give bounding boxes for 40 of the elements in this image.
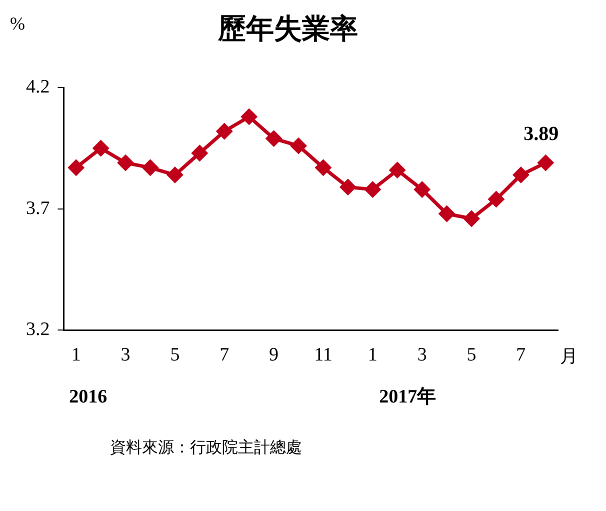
point [167, 167, 183, 183]
text: 2017年 [379, 386, 436, 408]
x-tick-label: 11 [314, 344, 332, 366]
x-tick-label: 1 [368, 344, 378, 366]
x-tick-label: 5 [170, 344, 180, 366]
y-tick-label: 4.2 [26, 76, 50, 98]
chart-title: 歷年失業率 [217, 13, 358, 46]
point [142, 160, 158, 176]
point [464, 210, 480, 226]
text: 2016 [69, 386, 108, 408]
point [364, 182, 380, 198]
y-axis-title: % [10, 14, 25, 34]
y-tick-label: 3.2 [26, 319, 50, 340]
x-tick-label: 3 [417, 344, 427, 366]
point [538, 155, 554, 171]
point [290, 138, 306, 154]
point [68, 160, 84, 176]
point [439, 206, 455, 222]
source-note: 資料來源：行政院主計總處 [110, 438, 302, 456]
x-tick-label: 1 [71, 344, 81, 366]
point [390, 162, 406, 178]
x-tick-label: 3 [120, 344, 130, 366]
x-axis-title: 月 [560, 346, 578, 366]
point [315, 160, 331, 176]
y-tick-label: 3.7 [26, 198, 50, 219]
point [266, 130, 282, 146]
point [118, 155, 134, 171]
point [513, 167, 529, 183]
x-tick-label: 9 [269, 344, 279, 366]
x-tick-label: 5 [466, 344, 476, 366]
point [414, 182, 430, 198]
point [192, 145, 208, 161]
point [216, 124, 232, 140]
point [340, 179, 356, 195]
point [241, 108, 257, 124]
point [488, 191, 504, 207]
data-label: 3.89 [524, 122, 559, 145]
x-tick-label: 7 [220, 344, 230, 366]
point [93, 140, 109, 156]
x-tick-label: 7 [516, 344, 526, 366]
